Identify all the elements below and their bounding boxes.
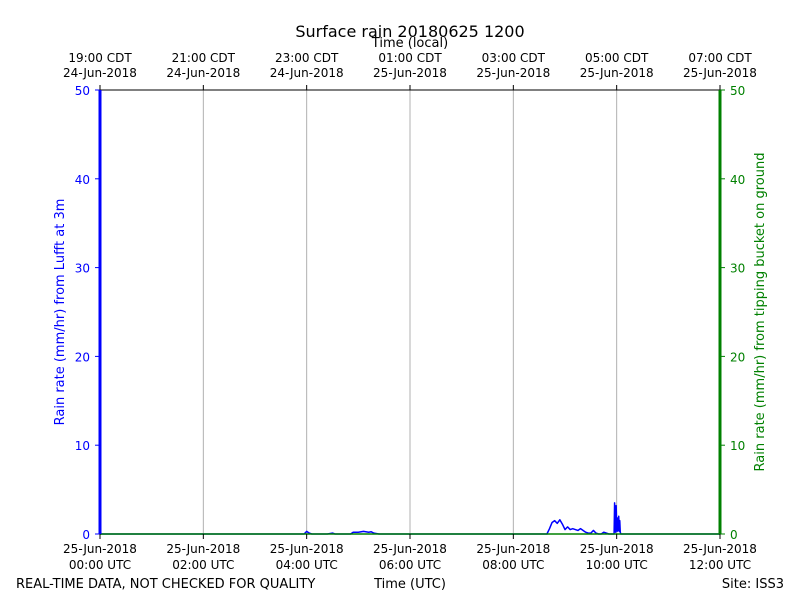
top-x-tick-date-0: 24-Jun-2018: [63, 66, 137, 80]
bottom-x-tick-time-2: 04:00 UTC: [276, 558, 338, 572]
grid: [202, 90, 618, 534]
left-y-tick-label-2: 20: [75, 350, 90, 364]
bottom-x-tick-date-3: 25-Jun-2018: [373, 542, 447, 556]
top-x-tick-time-0: 19:00 CDT: [68, 51, 132, 65]
x-axis-label: Time (UTC): [373, 577, 446, 592]
top-x-tick-time-2: 23:00 CDT: [275, 51, 339, 65]
top-x-tick-date-5: 25-Jun-2018: [580, 66, 654, 80]
left-y-axis-label: Rain rate (mm/hr) from Lufft at 3m: [53, 199, 68, 426]
chart-title: Surface rain 20180625 1200: [295, 22, 524, 41]
right-y-tick-label-1: 10: [730, 439, 745, 453]
left-y-tick-label-3: 30: [75, 262, 90, 276]
left-y-tick-label-1: 10: [75, 439, 90, 453]
left-y-tick-label-5: 50: [75, 84, 90, 98]
top-x-tick-date-3: 25-Jun-2018: [373, 66, 447, 80]
right-y-tick-label-3: 30: [730, 262, 745, 276]
right-y-tick-label-2: 20: [730, 350, 745, 364]
left-y-tick-label-4: 40: [75, 173, 90, 187]
left-y-tick-label-0: 0: [82, 528, 90, 542]
top-x-tick-date-1: 24-Jun-2018: [166, 66, 240, 80]
top-x-tick-date-4: 25-Jun-2018: [476, 66, 550, 80]
left-y-ticks: 0 10 20 30 40 50: [75, 84, 100, 542]
quality-disclaimer: REAL-TIME DATA, NOT CHECKED FOR QUALITY: [16, 577, 315, 592]
right-y-axis-label: Rain rate (mm/hr) from tipping bucket on…: [753, 153, 768, 472]
bottom-x-ticks: 25-Jun-2018 00:00 UTC 25-Jun-2018 02:00 UTC…: [63, 534, 757, 572]
top-axis-label: Time (local): [371, 36, 448, 51]
bottom-x-tick-time-4: 08:00 UTC: [482, 558, 544, 572]
bottom-x-tick-time-5: 10:00 UTC: [586, 558, 648, 572]
bottom-x-tick-time-1: 02:00 UTC: [172, 558, 234, 572]
top-x-tick-date-6: 25-Jun-2018: [683, 66, 757, 80]
bottom-x-tick-date-6: 25-Jun-2018: [683, 542, 757, 556]
top-x-tick-date-2: 24-Jun-2018: [270, 66, 344, 80]
right-y-tick-label-0: 0: [730, 528, 738, 542]
right-y-ticks: 0 10 20 30 40 50: [720, 84, 745, 542]
bottom-x-tick-date-5: 25-Jun-2018: [580, 542, 654, 556]
bottom-x-tick-time-0: 00:00 UTC: [69, 558, 131, 572]
top-x-tick-time-4: 03:00 CDT: [482, 51, 546, 65]
bottom-x-tick-time-6: 12:00 UTC: [689, 558, 751, 572]
right-y-tick-label-4: 40: [730, 173, 745, 187]
bottom-x-tick-time-3: 06:00 UTC: [379, 558, 441, 572]
bottom-x-tick-date-2: 25-Jun-2018: [270, 542, 344, 556]
lufft-series-line: [100, 502, 720, 535]
top-x-tick-time-3: 01:00 CDT: [378, 51, 442, 65]
top-x-tick-time-6: 07:00 CDT: [688, 51, 752, 65]
top-x-tick-time-1: 21:00 CDT: [172, 51, 236, 65]
bottom-x-tick-date-1: 25-Jun-2018: [166, 542, 240, 556]
top-x-tick-time-5: 05:00 CDT: [585, 51, 649, 65]
right-y-tick-label-5: 50: [730, 84, 745, 98]
bottom-x-tick-date-4: 25-Jun-2018: [476, 542, 550, 556]
bottom-x-tick-date-0: 25-Jun-2018: [63, 542, 137, 556]
site-label: Site: ISS3: [722, 577, 784, 592]
